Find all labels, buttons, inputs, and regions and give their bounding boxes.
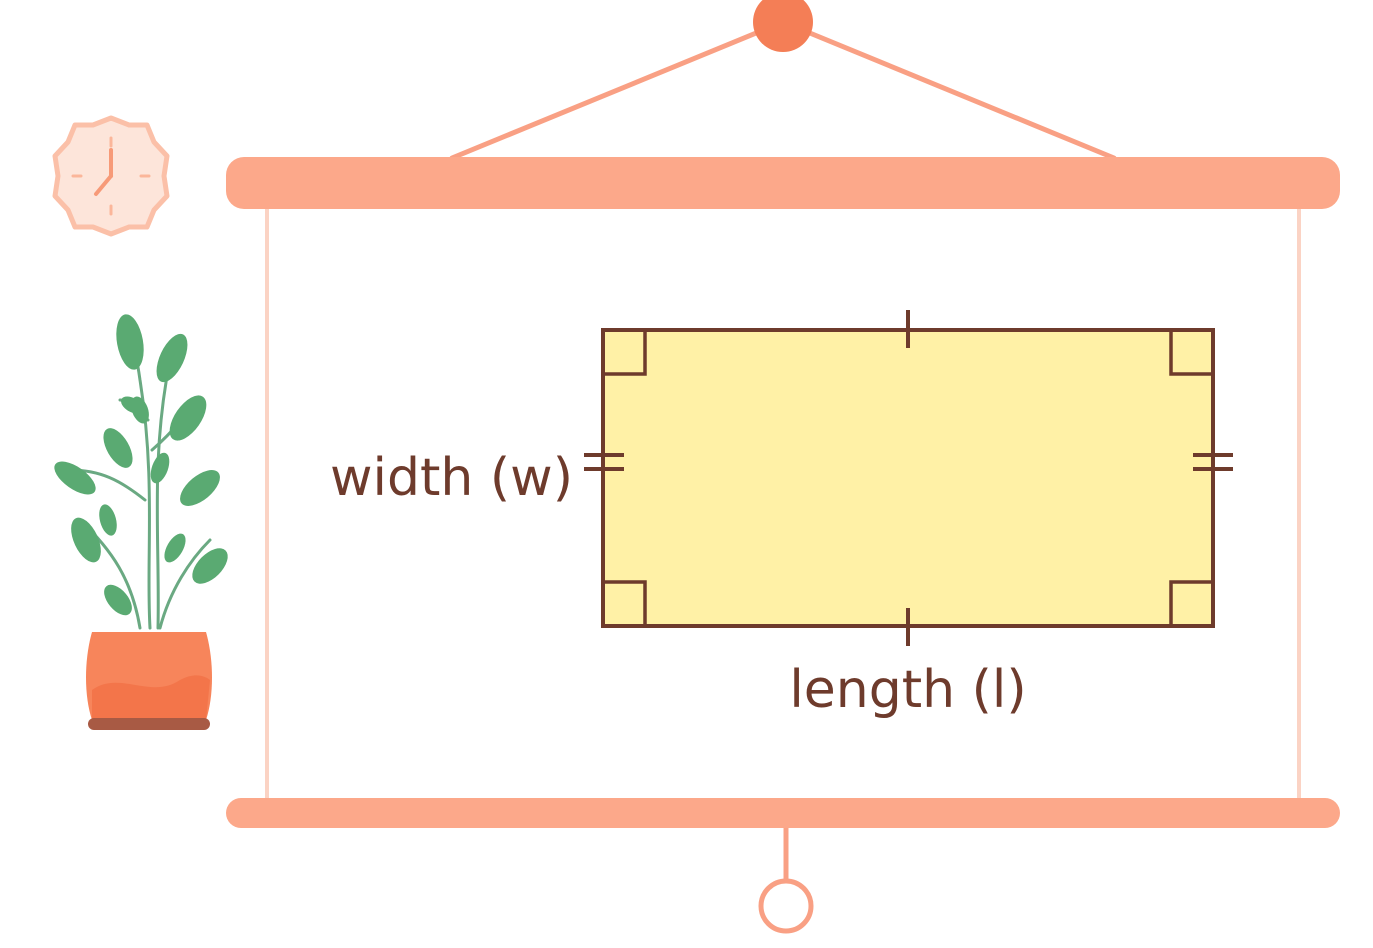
rectangle-shape (601, 328, 1215, 628)
rectangle-diagram (584, 310, 1233, 646)
potted-plant-icon (54, 314, 228, 730)
hanging-pin-icon (753, 0, 813, 52)
right-angle-markers (605, 332, 1211, 624)
width-label: width (w) (330, 448, 573, 508)
top-roller-bar (226, 157, 1340, 209)
width-tick-marks (584, 453, 1233, 471)
pull-ring-icon[interactable] (758, 878, 814, 934)
wall-clock-icon (52, 115, 170, 237)
bottom-roller-bar (226, 798, 1340, 828)
length-label: length (l) (789, 660, 1027, 720)
hanging-cord (449, 19, 1117, 161)
